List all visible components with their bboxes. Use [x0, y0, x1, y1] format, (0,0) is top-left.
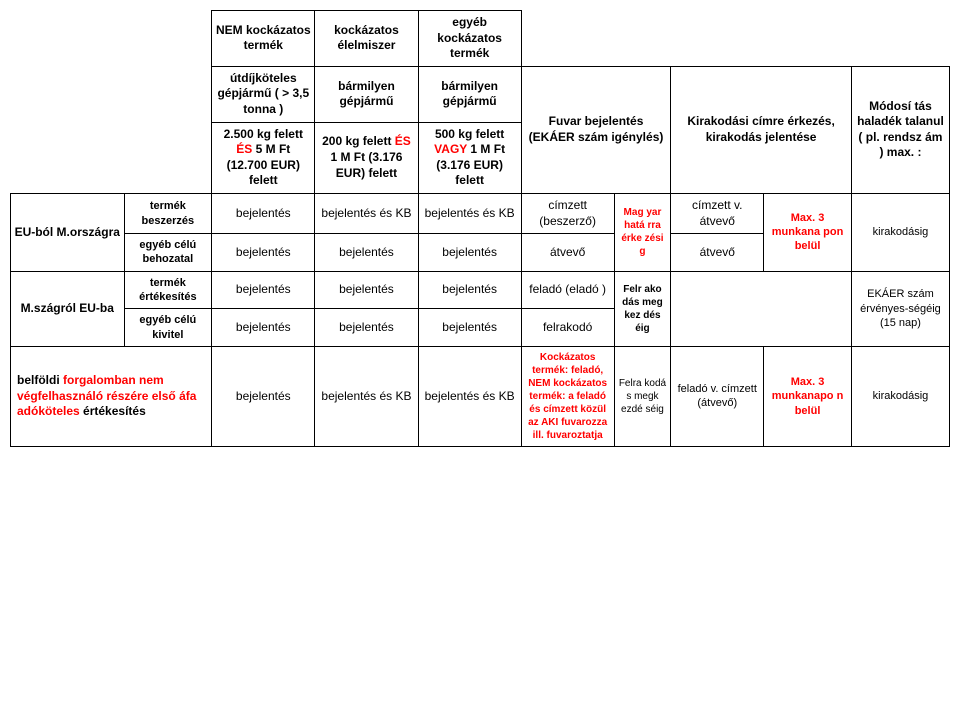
sec1-r1-label: termék beszerzés [124, 193, 212, 233]
blank-header [11, 11, 212, 67]
sec2-r2-c1: bejelentés [212, 309, 315, 347]
header-col3: egyéb kockázatos termék [418, 11, 521, 67]
sec1-max: Max. 3 munkana pon belül [764, 193, 852, 271]
sec1-r1-c3: bejelentés és KB [418, 193, 521, 233]
sec1-r2-c5: átvevő [671, 234, 764, 272]
sec2-r1-c4: feladó (eladó ) [521, 271, 614, 309]
sec2-r1-c3: bejelentés [418, 271, 521, 309]
blank-header-right [521, 11, 949, 67]
sec3-c5: feladó v. címzett (átvevő) [671, 346, 764, 446]
sec1-label: EU-ból M.országra [11, 193, 125, 271]
sec1-r1-c5: címzett v. átvevő [671, 193, 764, 233]
sec1-end: kirakodásig [851, 193, 949, 271]
sub3a: bármilyen gépjármű [418, 66, 521, 122]
sec3-c4: Kockázatos termék: feladó, NEM kockázato… [521, 346, 614, 446]
sub3b: 500 kg felett VAGY 1 M Ft (3.176 EUR) fe… [418, 122, 521, 193]
sec2-r1-c1: bejelentés [212, 271, 315, 309]
sec2-mid: Felr ako dás meg kez dés éig [614, 271, 671, 346]
sec2-r2-c4: felrakodó [521, 309, 614, 347]
sec3-mid: Felra kodá s megk ezdé séig [614, 346, 671, 446]
sec1-r2-c3: bejelentés [418, 234, 521, 272]
sec1-r1-c1: bejelentés [212, 193, 315, 233]
header-col2: kockázatos élelmiszer [315, 11, 418, 67]
header-col1: NEM kockázatos termék [212, 11, 315, 67]
sub1a: útdíjköteles gépjármű ( > 3,5 tonna ) [212, 66, 315, 122]
sec3-label: belföldi forgalomban nem végfelhasználó … [11, 346, 212, 446]
sec1-r2-c2: bejelentés [315, 234, 418, 272]
sec3-c1: bejelentés [212, 346, 315, 446]
sec1-mid: Mag yar hatá rra érke zési g [614, 193, 671, 271]
sub2b: 200 kg felett ÉS 1 M Ft (3.176 EUR) fele… [315, 122, 418, 193]
header-col5: Kirakodási címre érkezés, kirakodás jele… [671, 66, 852, 193]
header-col6: Módosí tás haladék talanul ( pl. rendsz … [851, 66, 949, 193]
sec1-r2-label: egyéb célú behozatal [124, 234, 212, 272]
header-col4: Fuvar bejelentés (EKÁER szám igénylés) [521, 66, 671, 193]
sec1-r2-c1: bejelentés [212, 234, 315, 272]
sec1-r2-c4: átvevő [521, 234, 614, 272]
sec2-r1-c2: bejelentés [315, 271, 418, 309]
sub2a: bármilyen gépjármű [315, 66, 418, 122]
sec3-max: Max. 3 munkanapo n belül [764, 346, 852, 446]
ekaer-table: NEM kockázatos termék kockázatos élelmis… [10, 10, 950, 447]
blank-header2 [11, 66, 212, 193]
sec2-label: M.szágról EU-ba [11, 271, 125, 346]
sec3-c3: bejelentés és KB [418, 346, 521, 446]
sec2-r2-c3: bejelentés [418, 309, 521, 347]
sec2-r2-label: egyéb célú kivitel [124, 309, 212, 347]
sec1-r1-c2: bejelentés és KB [315, 193, 418, 233]
sec3-end: kirakodásig [851, 346, 949, 446]
sec2-r2-c2: bejelentés [315, 309, 418, 347]
sec3-c2: bejelentés és KB [315, 346, 418, 446]
sec2-r1-label: termék értékesítés [124, 271, 212, 309]
sec1-r1-c4: címzett (beszerző) [521, 193, 614, 233]
sub1b: 2.500 kg felett ÉS 5 M Ft (12.700 EUR) f… [212, 122, 315, 193]
sec2-blank [671, 271, 852, 346]
sec2-end: EKÁER szám érvényes-ségéig (15 nap) [851, 271, 949, 346]
